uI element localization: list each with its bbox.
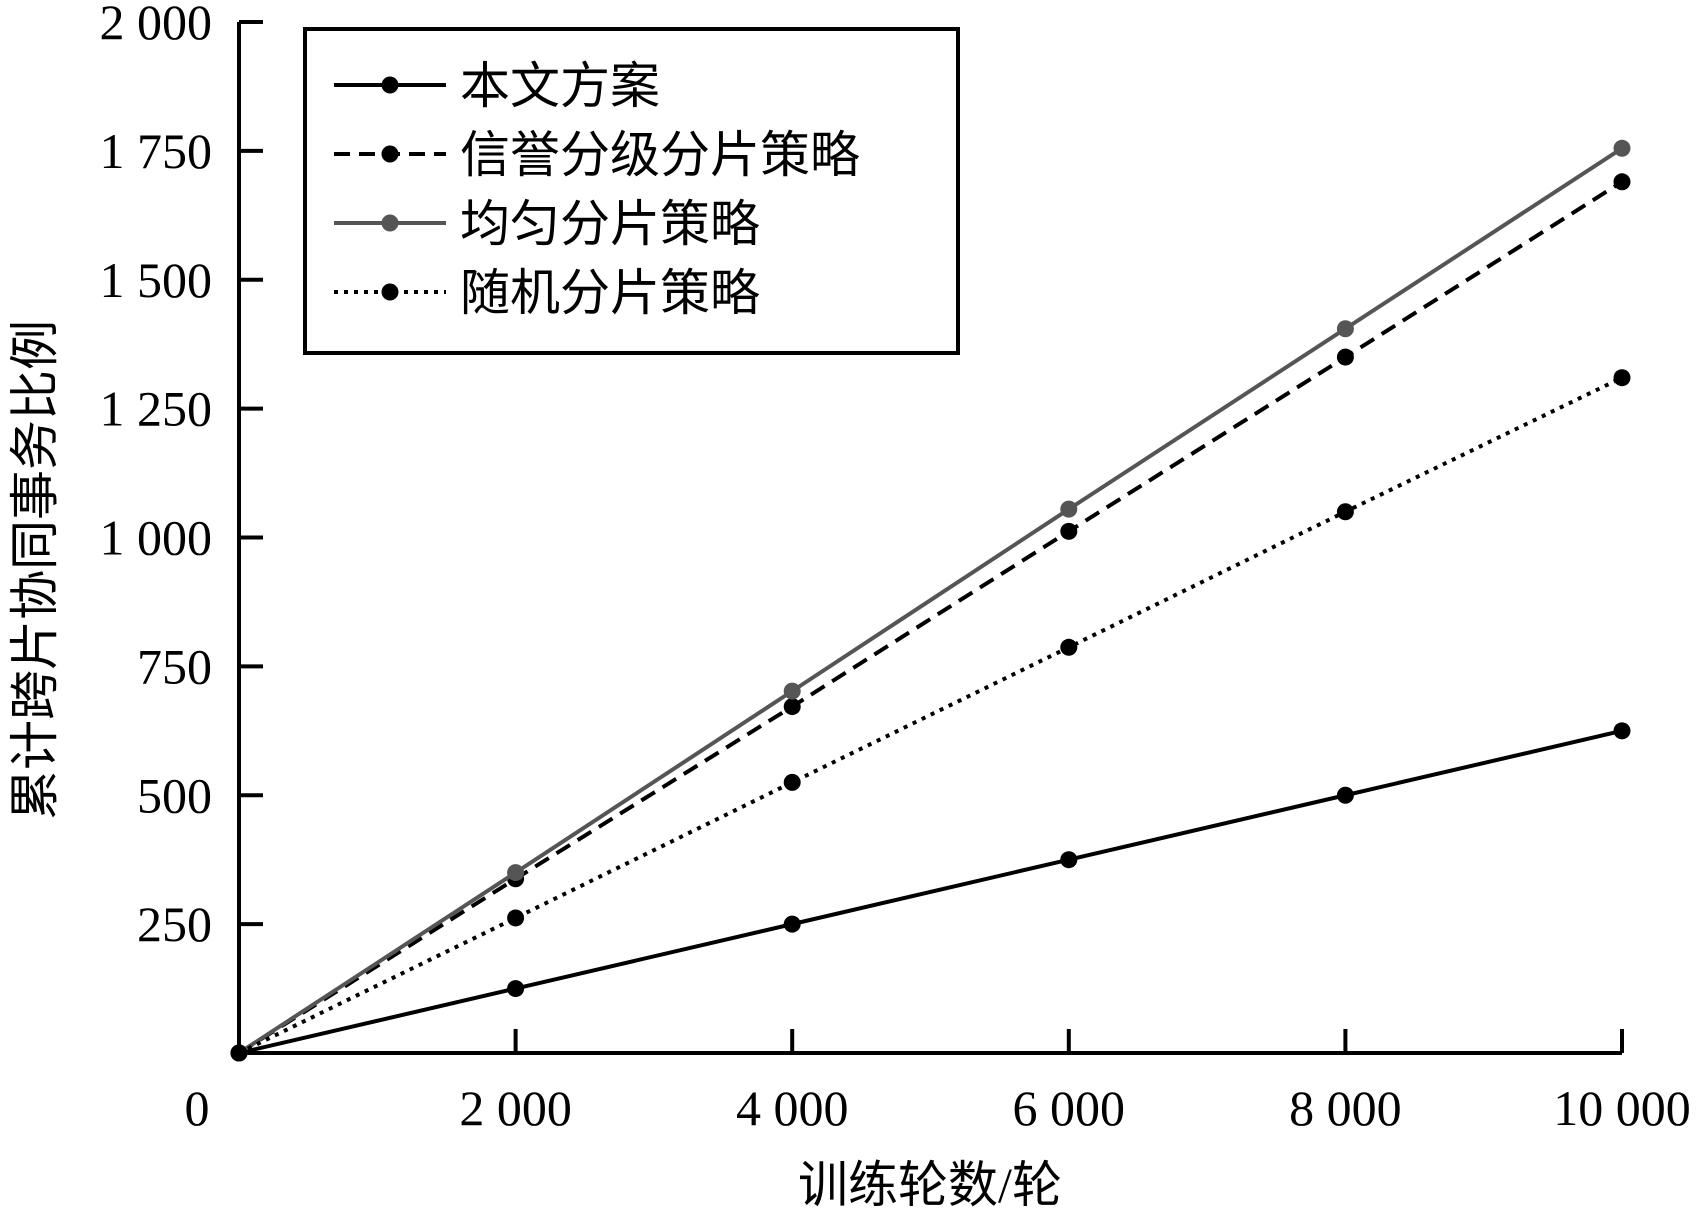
data-point-random — [230, 1044, 248, 1062]
legend-label: 均匀分片策略 — [460, 196, 760, 252]
y-tick-label: 250 — [137, 896, 212, 952]
data-point-random — [783, 773, 801, 791]
axes: 250 500 750 1 000 1 250 1 500 1 750 2 000 2 000 4… — [100, 0, 1691, 1136]
data-point-uniform — [1613, 139, 1631, 157]
x-tick-label: 8 000 — [1289, 1080, 1402, 1136]
x-tick-label: 10 000 — [1553, 1080, 1691, 1136]
data-point-ours — [1060, 851, 1078, 869]
series-layer — [230, 139, 1631, 1062]
legend-entry-reputation: 信誉分级分片策略 — [334, 127, 860, 183]
legend-entry-uniform: 均匀分片策略 — [334, 196, 760, 252]
data-point-reputation — [1336, 348, 1354, 366]
data-point-random — [1060, 638, 1078, 656]
data-point-uniform — [507, 864, 525, 882]
series-line-random — [238, 375, 1623, 1055]
x-tick-label: 4 000 — [736, 1080, 849, 1136]
data-point-reputation — [1060, 522, 1078, 540]
data-point-ours — [783, 915, 801, 933]
data-point-ours — [1613, 722, 1631, 740]
legend-swatch-marker — [381, 214, 399, 232]
y-axis-title: 累计跨片协同事务比例 — [7, 320, 63, 820]
data-point-uniform — [783, 682, 801, 700]
series-ours — [230, 722, 1631, 1062]
legend-entry-ours: 本文方案 — [334, 58, 660, 114]
data-point-ours — [507, 980, 525, 998]
legend-label: 本文方案 — [460, 58, 660, 114]
data-point-random — [1613, 369, 1631, 387]
x-origin-label: 0 — [185, 1080, 210, 1136]
y-tick-label: 500 — [137, 767, 212, 823]
legend-swatch-marker — [381, 76, 399, 94]
y-tick-label: 1 500 — [100, 252, 213, 308]
data-point-uniform — [1336, 320, 1354, 338]
legend-entry-random: 随机分片策略 — [334, 265, 760, 321]
legend-swatch-marker — [381, 145, 399, 163]
series-line-ours — [238, 728, 1623, 1055]
legend-label: 随机分片策略 — [460, 265, 760, 321]
y-tick-label: 1 250 — [100, 381, 213, 437]
series-line-reputation — [237, 180, 1624, 1055]
y-tick-label: 1 750 — [100, 123, 213, 179]
y-tick-label: 2 000 — [100, 0, 213, 50]
x-tick-label: 2 000 — [459, 1080, 572, 1136]
data-point-random — [507, 909, 525, 927]
data-point-reputation — [1613, 173, 1631, 191]
legend-swatch-marker — [381, 283, 399, 301]
data-point-reputation — [783, 698, 801, 716]
x-tick-label: 6 000 — [1013, 1080, 1126, 1136]
series-line-uniform — [237, 146, 1624, 1055]
data-point-uniform — [1060, 500, 1078, 518]
legend-label: 信誉分级分片策略 — [460, 127, 860, 183]
series-random — [230, 369, 1631, 1062]
data-point-random — [1336, 503, 1354, 521]
y-tick-label: 750 — [137, 638, 212, 694]
x-axis-title: 训练轮数/轮 — [798, 1157, 1062, 1213]
y-tick-label: 1 000 — [100, 510, 213, 566]
data-point-ours — [1336, 786, 1354, 804]
